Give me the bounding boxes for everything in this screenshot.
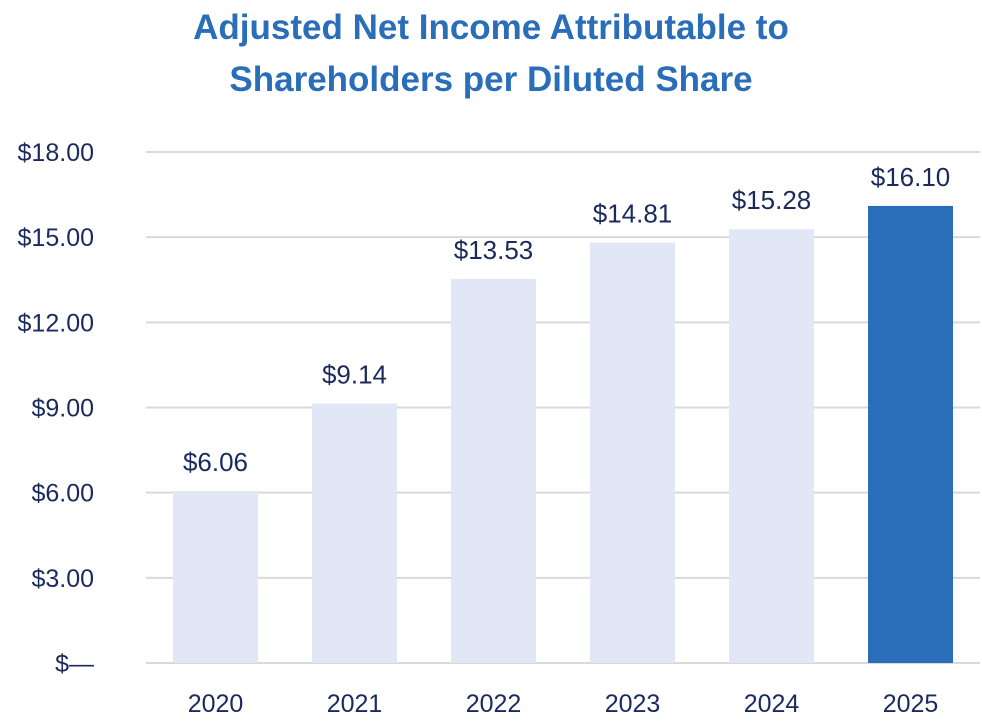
x-tick-label: 2025 (883, 690, 939, 718)
y-tick-label: $6.00 (31, 480, 94, 508)
y-tick-label: $18.00 (18, 139, 94, 167)
data-label: $16.10 (871, 162, 951, 192)
bar-2020 (173, 490, 258, 663)
x-tick-label: 2022 (466, 690, 522, 718)
data-label: $15.28 (732, 185, 812, 215)
y-tick-label: $3.00 (31, 565, 94, 593)
bar-2022 (451, 278, 536, 663)
data-label: $6.06 (183, 447, 248, 477)
bar-2024 (729, 229, 814, 663)
data-label: $13.53 (454, 235, 534, 265)
bar-2025 (868, 205, 953, 663)
chart-title: Adjusted Net Income Attributable to Shar… (0, 2, 982, 106)
chart-title-line-1: Adjusted Net Income Attributable to (193, 8, 789, 47)
bar-2021 (312, 403, 397, 663)
data-label: $9.14 (322, 360, 387, 390)
bar-2023 (590, 242, 675, 664)
chart-title-line-2: Shareholders per Diluted Share (229, 60, 753, 99)
x-tick-label: 2021 (327, 690, 383, 718)
x-tick-label: 2023 (605, 690, 661, 718)
y-tick-label: $— (55, 650, 94, 678)
data-label: $14.81 (593, 199, 673, 229)
y-tick-label: $12.00 (18, 309, 94, 337)
x-tick-label: 2024 (744, 690, 800, 718)
x-tick-label: 2020 (188, 690, 244, 718)
y-tick-label: $15.00 (18, 224, 94, 252)
y-tick-label: $9.00 (31, 395, 94, 423)
